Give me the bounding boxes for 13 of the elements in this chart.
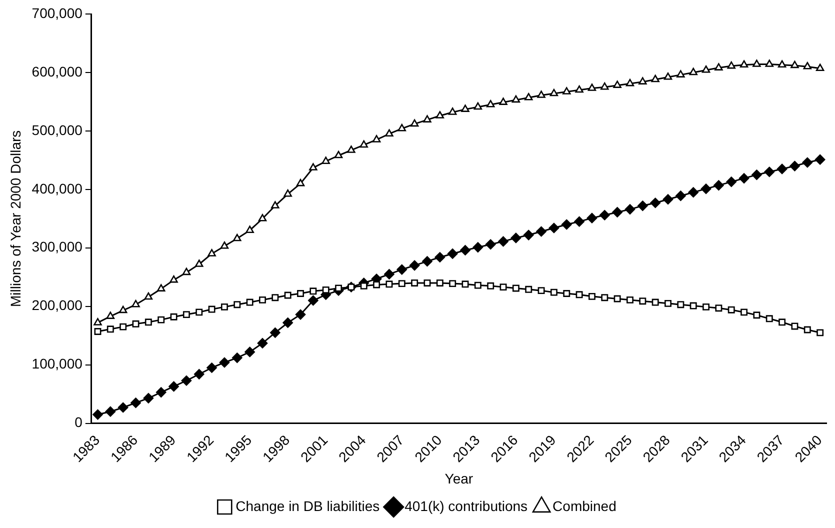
y-tick-label: 0 xyxy=(74,414,83,430)
y-tick-label: 600,000 xyxy=(32,63,83,80)
y-tick-label: 400,000 xyxy=(32,180,83,196)
legend-label: 401(k) contributions xyxy=(404,498,528,514)
y-tick-label: 200,000 xyxy=(32,297,83,314)
legend-label: Change in DB liabilities xyxy=(236,498,380,514)
y-tick-label: 500,000 xyxy=(32,122,83,138)
legend-label: Combined xyxy=(552,498,616,514)
x-axis-title: Year xyxy=(444,470,474,486)
y-tick-label: 300,000 xyxy=(32,238,83,255)
y-tick-label: 700,000 xyxy=(32,4,83,21)
y-axis-title: Millions of Year 2000 Dollars xyxy=(7,130,24,307)
y-tick-label: 100,000 xyxy=(32,356,83,372)
